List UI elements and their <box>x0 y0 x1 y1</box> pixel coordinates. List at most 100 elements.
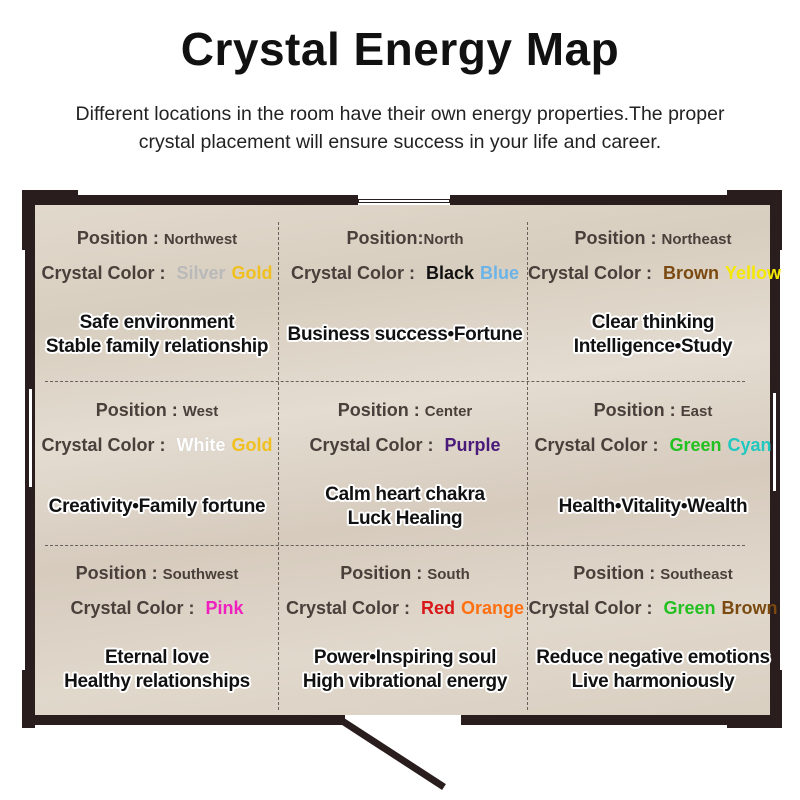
description-line: Healthy relationships <box>64 671 250 692</box>
zone-north: Position:North Crystal Color : Black Blue B… <box>280 228 530 378</box>
zone-west: Position : West Crystal Color : White Gold… <box>32 400 282 550</box>
crystal-color-label: Crystal Color : <box>528 598 658 618</box>
position-heading: Position : East <box>528 400 778 421</box>
zone-description: Creativity•Family fortune <box>32 495 282 519</box>
crystal-color-value: Purple <box>444 435 501 455</box>
description-line: Safe environment <box>79 312 235 333</box>
crystal-color-value: Black <box>425 263 475 283</box>
position-label: Position : <box>593 400 681 420</box>
crystal-color-row: Crystal Color : Brown Yellow <box>528 263 781 284</box>
crystal-color-value: Brown <box>663 263 720 283</box>
crystal-color-value: Blue <box>480 263 520 283</box>
zone-description: Health•Vitality•Wealth <box>528 495 778 519</box>
position-value: Northeast <box>661 231 732 248</box>
crystal-color-value: Orange <box>461 598 525 618</box>
divider-horizontal <box>45 545 745 546</box>
position-heading: Position : Northwest <box>32 228 282 249</box>
description-line: Power•Inspiring soul <box>313 647 497 668</box>
position-value: West <box>182 403 219 420</box>
door <box>338 716 446 790</box>
zone-southeast: Position : Southeast Crystal Color : Gree… <box>528 563 778 713</box>
corner-bottom-left <box>22 670 35 728</box>
crystal-color-label: Crystal Color : <box>70 598 200 618</box>
position-label: Position: <box>346 228 424 248</box>
description-line: Calm heart chakra <box>325 484 485 505</box>
position-label: Position : <box>95 400 183 420</box>
description-line: Luck Healing <box>347 508 463 529</box>
zone-description: Business success•Fortune <box>280 323 530 347</box>
crystal-color-value: Green <box>663 598 716 618</box>
position-label: Position : <box>76 228 164 248</box>
subtitle: Different locations in the room have the… <box>75 103 725 153</box>
divider-vertical <box>278 222 279 710</box>
crystal-color-value: Brown <box>721 598 778 618</box>
crystal-color-value: White <box>176 435 226 455</box>
wall-top-left <box>22 195 358 205</box>
description-line: Creativity•Family fortune <box>48 496 266 517</box>
position-value: Southeast <box>660 566 733 583</box>
crystal-color-row: Crystal Color : Green Cyan <box>528 435 778 456</box>
divider-vertical <box>527 222 528 710</box>
crystal-color-label: Crystal Color : <box>528 263 658 283</box>
zone-northeast: Position : Northeast Crystal Color : Brow… <box>528 228 781 378</box>
zone-east: Position : East Crystal Color : Green Cyan… <box>528 400 778 550</box>
position-label: Position : <box>340 563 428 583</box>
zone-southwest: Position : Southwest Crystal Color : Pink… <box>32 563 282 713</box>
position-heading: Position:North <box>280 228 530 249</box>
crystal-color-value: Gold <box>231 435 273 455</box>
zone-description: Reduce negative emotions Live harmoniousl… <box>528 646 778 694</box>
corner-top-left <box>22 190 78 200</box>
position-label: Position : <box>573 563 661 583</box>
corner-bottom-right <box>727 718 782 728</box>
position-heading: Position : West <box>32 400 282 421</box>
description-line: Intelligence•Study <box>573 336 733 357</box>
floor <box>35 205 770 715</box>
divider-horizontal <box>45 381 745 382</box>
crystal-color-value: Cyan <box>727 435 772 455</box>
position-value: South <box>427 566 470 583</box>
crystal-color-value: Gold <box>231 263 273 283</box>
position-label: Position : <box>337 400 425 420</box>
description-line: Clear thinking <box>591 312 715 333</box>
description-line: Eternal love <box>104 647 210 668</box>
position-value: Center <box>424 403 473 420</box>
zone-description: Clear thinking Intelligence•Study <box>528 311 778 359</box>
zone-description: Calm heart chakra Luck Healing <box>280 483 530 531</box>
position-value: North <box>423 231 464 248</box>
crystal-color-label: Crystal Color : <box>285 598 415 618</box>
crystal-color-label: Crystal Color : <box>41 263 171 283</box>
window-right <box>772 392 777 492</box>
position-heading: Position : Southeast <box>528 563 778 584</box>
zone-description: Eternal love Healthy relationships <box>32 646 282 694</box>
page-title: Crystal Energy Map <box>180 23 620 75</box>
crystal-color-row: Crystal Color : Red Orange <box>280 598 530 619</box>
zone-northwest: Position : Northwest Crystal Color : Silv… <box>32 228 282 378</box>
position-label: Position : <box>574 228 662 248</box>
description-line: Reduce negative emotions <box>536 647 770 668</box>
wall-bottom-right <box>461 715 780 725</box>
crystal-color-row: Crystal Color : Silver Gold <box>32 263 282 284</box>
corner-top-left-v <box>22 190 35 250</box>
crystal-color-row: Crystal Color : White Gold <box>32 435 282 456</box>
corner-bottom-right-v <box>770 670 782 728</box>
crystal-color-value: Green <box>669 435 722 455</box>
position-heading: Position : Center <box>280 400 530 421</box>
crystal-color-label: Crystal Color : <box>309 435 439 455</box>
window-left <box>28 388 33 488</box>
wall-top-right <box>450 195 782 205</box>
zone-description: Safe environment Stable family relationsh… <box>32 311 282 359</box>
zone-south: Position : South Crystal Color : Red Orang… <box>280 563 530 713</box>
description-line: Live harmoniously <box>571 671 735 692</box>
crystal-color-row: Crystal Color : Green Brown <box>528 598 778 619</box>
position-heading: Position : Southwest <box>32 563 282 584</box>
crystal-color-label: Crystal Color : <box>534 435 664 455</box>
description-line: Stable family relationship <box>45 336 269 357</box>
crystal-color-value: Silver <box>176 263 226 283</box>
position-heading: Position : Northeast <box>528 228 778 249</box>
position-value: Northwest <box>163 231 238 248</box>
description-line: Business success•Fortune <box>287 324 523 345</box>
crystal-color-row: Crystal Color : Black Blue <box>280 263 530 284</box>
description-line: High vibrational energy <box>302 671 508 692</box>
crystal-color-row: Crystal Color : Pink <box>32 598 282 619</box>
position-label: Position : <box>75 563 163 583</box>
